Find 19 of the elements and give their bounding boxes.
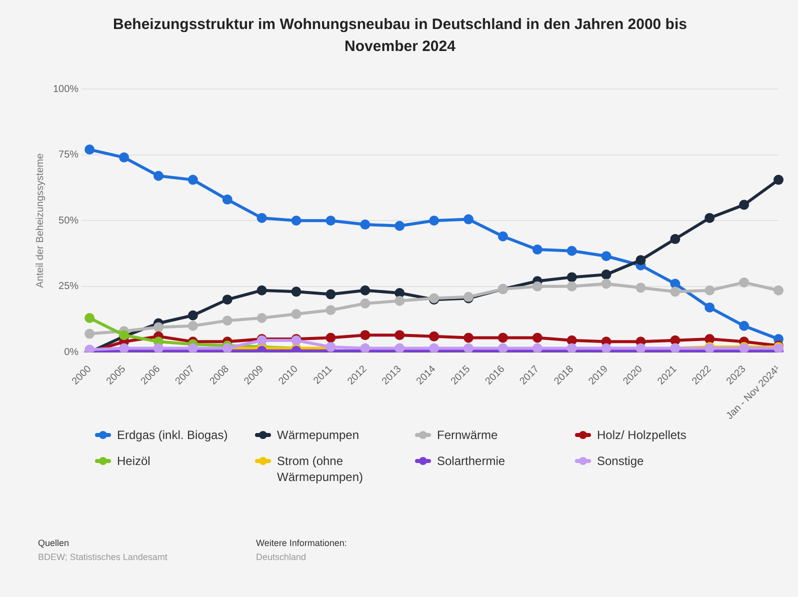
legend-label: Erdgas (inkl. Biogas): [117, 427, 229, 443]
text: Quellen: [38, 537, 70, 550]
legend-label: Sonstige: [597, 453, 645, 469]
legend-label: Heizöl: [117, 453, 152, 469]
chart-title: Beheizungsstruktur im Wohnungsneubau in Deutschland in den Jahren 2000 bis November 2024: [112, 15, 688, 57]
y-tick-label: 25%: [58, 281, 79, 292]
y-tick-label: 50%: [58, 215, 79, 226]
legend-label: Holz/ Holzpellets: [597, 427, 688, 443]
legend-label: Solarthermie: [437, 453, 506, 469]
text: Deutschland: [256, 551, 308, 564]
text: BDEW; Statistisches Landesamt: [38, 551, 168, 564]
y-tick-label: 75%: [58, 150, 79, 161]
y-tick-label: 0%: [64, 346, 79, 358]
legend-label: Strom (ohne Wärmepumpen): [277, 453, 364, 485]
y-axis-title: Anteil der Beheizungssysteme: [34, 152, 46, 288]
text: Weitere Informationen:: [256, 537, 348, 550]
legend-label: Fernwärme: [437, 427, 499, 443]
y-tick-label: 100%: [53, 84, 79, 95]
legend-label: Wärmepumpen: [277, 427, 360, 443]
